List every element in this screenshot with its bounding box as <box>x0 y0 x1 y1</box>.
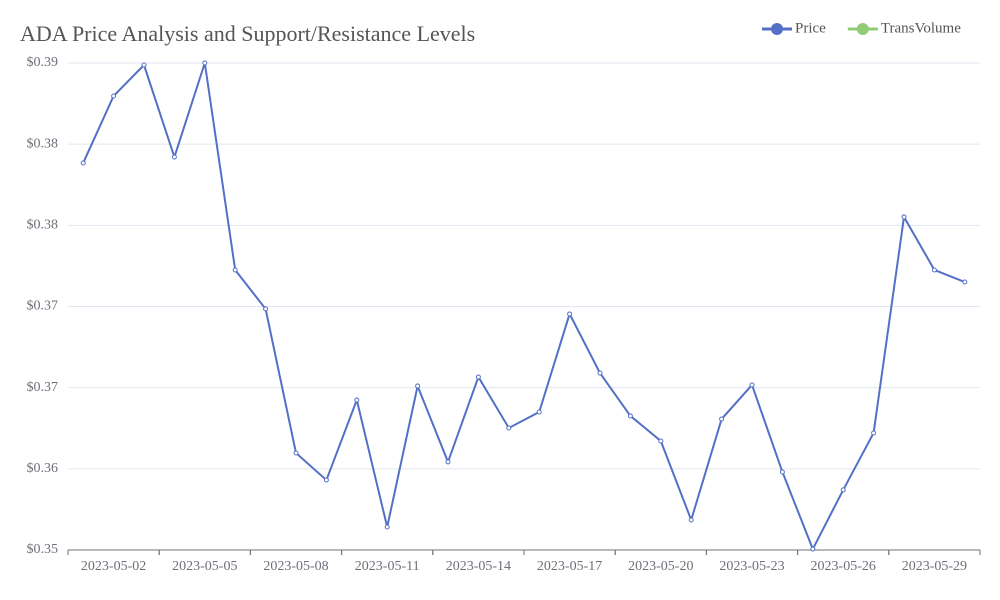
x-tick-label: 2023-05-08 <box>263 559 328 574</box>
point <box>293 450 299 456</box>
point <box>536 409 542 415</box>
legend-label: Price <box>795 20 826 36</box>
y-tick-label: $0.38 <box>27 218 59 233</box>
point <box>688 517 694 523</box>
point <box>506 425 512 431</box>
point <box>719 416 725 422</box>
point <box>871 430 877 436</box>
point <box>931 267 937 273</box>
point <box>354 397 360 403</box>
x-tick-label: 2023-05-23 <box>719 559 784 574</box>
x-tick-label: 2023-05-05 <box>172 559 237 574</box>
point <box>111 93 117 99</box>
point <box>263 306 269 312</box>
point <box>567 311 573 317</box>
point <box>232 267 238 273</box>
point <box>627 413 633 419</box>
y-tick-label: $0.37 <box>27 380 59 395</box>
point <box>323 477 329 483</box>
x-tick-label: 2023-05-11 <box>355 559 420 574</box>
y-tick-label: $0.37 <box>27 299 59 314</box>
price-line <box>82 62 966 552</box>
chart-title: ADA Price Analysis and Support/Resistanc… <box>20 21 475 46</box>
point <box>779 469 785 475</box>
x-tick-label: 2023-05-26 <box>811 559 876 574</box>
point <box>810 546 816 552</box>
point <box>658 438 664 444</box>
point <box>202 60 208 66</box>
x-tick-label: 2023-05-29 <box>902 559 967 574</box>
y-tick-label: $0.35 <box>27 542 59 557</box>
x-tick-label: 2023-05-02 <box>81 559 146 574</box>
legend-icon <box>771 23 783 35</box>
point <box>141 62 147 68</box>
point <box>80 160 86 166</box>
legend-label: TransVolume <box>881 20 961 36</box>
point <box>475 374 481 380</box>
x-tick-label: 2023-05-14 <box>446 559 511 574</box>
y-tick-label: $0.36 <box>27 461 59 476</box>
x-tick-label: 2023-05-17 <box>537 559 602 574</box>
point <box>901 214 907 220</box>
point <box>597 370 603 376</box>
point <box>840 487 846 493</box>
x-tick-label: 2023-05-20 <box>628 559 693 574</box>
point <box>749 382 755 388</box>
point <box>415 383 421 389</box>
point <box>384 524 390 530</box>
point <box>171 154 177 160</box>
point <box>962 279 968 285</box>
legend-icon <box>856 23 869 35</box>
point <box>445 459 451 465</box>
y-tick-label: $0.39 <box>27 55 59 70</box>
y-tick-label: $0.38 <box>27 136 59 151</box>
